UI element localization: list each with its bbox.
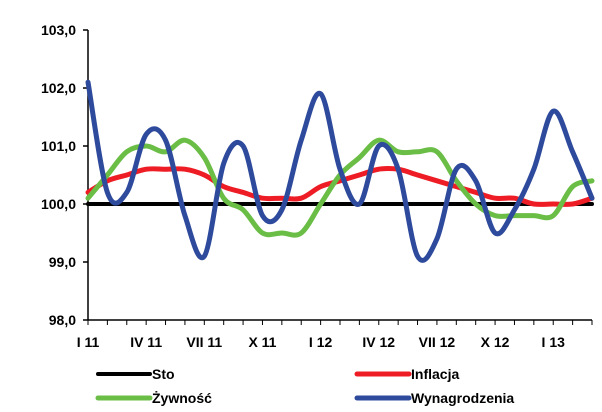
y-axis: 98,0 99,0 100,0 101,0 102,0 103,0 — [41, 22, 89, 328]
y-tick-label: 101,0 — [41, 138, 76, 154]
y-tick-label: 102,0 — [41, 80, 76, 96]
series-layer — [85, 79, 595, 263]
x-axis: I 11 IV 11 VII 11 X 11 I 12 IV 12 VII 12 X 12 I … — [77, 319, 593, 350]
legend-label-wynagrodzenia: Wynagrodzenia — [411, 390, 514, 406]
x-tick-label: X 11 — [248, 334, 276, 350]
y-tick-label: 103,0 — [41, 22, 76, 38]
x-tick-label: I 12 — [309, 334, 333, 350]
x-tick-label: I 13 — [542, 334, 566, 350]
y-tick-label: 98,0 — [49, 312, 76, 328]
legend: Sto Inflacja Żywność Wynagrodzenia — [95, 366, 514, 406]
legend-label-inflacja: Inflacja — [411, 366, 459, 382]
y-tick-label: 100,0 — [41, 196, 76, 212]
y-tick-label: 99,0 — [49, 254, 76, 270]
x-tick-label: VII 11 — [186, 334, 222, 350]
x-tick-label: I 11 — [77, 334, 100, 350]
x-tick-label: IV 11 — [130, 334, 162, 350]
x-tick-label: VII 12 — [419, 334, 456, 350]
series-line-zywnosc — [85, 137, 595, 238]
legend-label-zywnosc: Żywność — [152, 390, 212, 406]
x-tick-label: IV 12 — [362, 334, 395, 350]
x-tick-label: X 12 — [481, 334, 510, 350]
series-line-wynagrodzenia — [85, 79, 595, 263]
legend-label-sto: Sto — [152, 366, 175, 382]
